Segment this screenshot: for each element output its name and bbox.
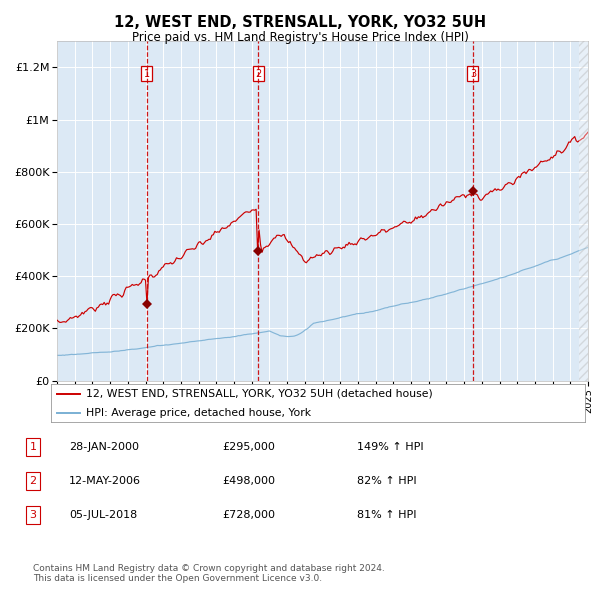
Polygon shape [579,41,588,381]
Text: £295,000: £295,000 [222,442,275,451]
Text: 3: 3 [29,510,37,520]
Text: 12, WEST END, STRENSALL, YORK, YO32 5UH: 12, WEST END, STRENSALL, YORK, YO32 5UH [114,15,486,30]
Text: 149% ↑ HPI: 149% ↑ HPI [357,442,424,451]
Text: 82% ↑ HPI: 82% ↑ HPI [357,476,416,486]
Text: HPI: Average price, detached house, York: HPI: Average price, detached house, York [86,408,311,418]
Text: 3: 3 [470,69,476,79]
Text: 2: 2 [29,476,37,486]
Text: 05-JUL-2018: 05-JUL-2018 [69,510,137,520]
Text: 1: 1 [144,69,150,79]
Text: 12-MAY-2006: 12-MAY-2006 [69,476,141,486]
Text: Price paid vs. HM Land Registry's House Price Index (HPI): Price paid vs. HM Land Registry's House … [131,31,469,44]
Text: 81% ↑ HPI: 81% ↑ HPI [357,510,416,520]
Text: 12, WEST END, STRENSALL, YORK, YO32 5UH (detached house): 12, WEST END, STRENSALL, YORK, YO32 5UH … [86,389,433,399]
Text: 2: 2 [255,69,262,79]
Text: £498,000: £498,000 [222,476,275,486]
Text: Contains HM Land Registry data © Crown copyright and database right 2024.
This d: Contains HM Land Registry data © Crown c… [33,563,385,583]
Text: £728,000: £728,000 [222,510,275,520]
Text: 1: 1 [29,442,37,451]
Text: 28-JAN-2000: 28-JAN-2000 [69,442,139,451]
